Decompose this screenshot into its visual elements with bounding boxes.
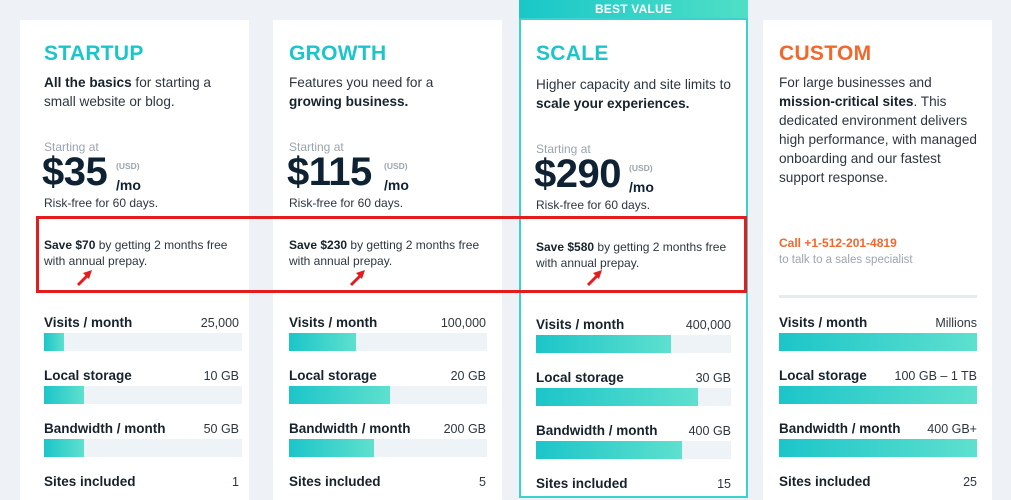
price: $115	[287, 150, 372, 194]
bandwidth-bar	[289, 439, 487, 457]
plan-name: STARTUP	[44, 42, 144, 65]
bandwidth-bar	[44, 439, 242, 457]
per-month-label: /mo	[384, 177, 409, 193]
plan-description: Higher capacity and site limits to scale…	[536, 77, 731, 111]
metric-value-sites: 5	[479, 475, 486, 489]
bandwidth-bar	[779, 439, 977, 457]
metric-label-sites: Sites included	[44, 474, 136, 489]
currency-label: (USD)	[116, 161, 140, 171]
metric-label-bandwidth: Bandwidth / month	[779, 421, 901, 436]
metric-label-bandwidth: Bandwidth / month	[536, 423, 658, 438]
metric-label-storage: Local storage	[536, 370, 624, 385]
metric-label-visits: Visits / month	[536, 317, 625, 332]
metric-value-visits: 25,000	[200, 316, 239, 330]
storage-bar-fill	[44, 386, 84, 404]
metric-value-sites: 15	[717, 477, 731, 491]
annotation-arrow-icon	[76, 270, 92, 287]
annotation-arrow-icon	[349, 270, 365, 287]
currency-label: (USD)	[384, 161, 408, 171]
visits-bar-fill	[536, 335, 671, 353]
plan-description: Features you need for a growing business…	[289, 75, 434, 109]
annual-savings-note: Save $230 by getting 2 months free with …	[289, 238, 480, 268]
metric-label-visits: Visits / month	[779, 315, 868, 330]
metric-value-bandwidth: 400 GB+	[927, 422, 977, 436]
starting-at-label: Starting at	[44, 140, 99, 154]
plan-description: For large businesses and mission-critica…	[779, 75, 977, 185]
bandwidth-bar-fill	[779, 439, 977, 457]
divider	[779, 295, 977, 298]
call-sales-link[interactable]: Call +1-512-201-4819	[779, 236, 897, 250]
visits-bar-fill	[289, 333, 357, 351]
starting-at-label: Starting at	[289, 140, 344, 154]
storage-bar-fill	[536, 388, 698, 406]
annual-savings-note: Save $70 by getting 2 months free with a…	[44, 238, 228, 268]
metric-value-visits: 100,000	[440, 316, 486, 330]
visits-bar	[289, 333, 487, 351]
annotation-arrow-icon	[586, 270, 602, 287]
metric-value-visits: Millions	[935, 316, 977, 330]
metric-value-storage: 100 GB – 1 TB	[894, 369, 977, 383]
metric-value-storage: 30 GB	[695, 371, 731, 385]
metric-label-sites: Sites included	[536, 476, 628, 491]
currency-label: (USD)	[629, 163, 653, 173]
visits-bar-fill	[44, 333, 64, 351]
starting-at-label: Starting at	[536, 142, 591, 156]
bandwidth-bar-fill	[289, 439, 375, 457]
plan-name: SCALE	[536, 42, 609, 65]
metric-label-sites: Sites included	[779, 474, 871, 489]
metric-label-bandwidth: Bandwidth / month	[289, 421, 411, 436]
metric-label-visits: Visits / month	[44, 315, 133, 330]
storage-bar	[779, 386, 977, 404]
plan-card-scale: SCALE Higher capacity and site limits to…	[519, 18, 748, 498]
risk-free-note: Risk-free for 60 days.	[536, 198, 651, 212]
risk-free-note: Risk-free for 60 days.	[44, 196, 159, 210]
plan-card-growth: GROWTH Features you need for a growing b…	[273, 20, 502, 500]
plan-name: CUSTOM	[779, 42, 872, 65]
visits-bar	[779, 333, 977, 351]
storage-bar-fill	[289, 386, 390, 404]
storage-bar	[536, 388, 731, 406]
metric-label-bandwidth: Bandwidth / month	[44, 421, 166, 436]
metric-value-sites: 25	[963, 475, 977, 489]
price: $290	[534, 152, 621, 196]
metric-value-bandwidth: 200 GB	[443, 422, 486, 436]
visits-bar-fill	[779, 333, 977, 351]
plan-card-startup: STARTUP All the basics for starting a sm…	[20, 20, 249, 500]
metric-label-storage: Local storage	[779, 368, 867, 383]
bandwidth-bar-fill	[44, 439, 84, 457]
metric-label-visits: Visits / month	[289, 315, 378, 330]
metric-value-storage: 10 GB	[203, 369, 239, 383]
visits-bar	[44, 333, 242, 351]
metric-value-bandwidth: 400 GB	[688, 424, 731, 438]
bandwidth-bar-fill	[536, 441, 683, 459]
metric-value-bandwidth: 50 GB	[203, 422, 239, 436]
price: $35	[42, 150, 108, 194]
metric-label-storage: Local storage	[44, 368, 132, 383]
annual-savings-note: Save $580 by getting 2 months free with …	[536, 240, 727, 270]
metric-label-storage: Local storage	[289, 368, 377, 383]
bandwidth-bar	[536, 441, 731, 459]
storage-bar	[44, 386, 242, 404]
metric-value-visits: 400,000	[685, 318, 731, 332]
visits-bar	[536, 335, 731, 353]
call-sales-subtext: to talk to a sales specialist	[779, 254, 913, 266]
metric-value-sites: 1	[232, 475, 239, 489]
metric-value-storage: 20 GB	[450, 369, 486, 383]
storage-bar	[289, 386, 487, 404]
best-value-badge: BEST VALUE	[519, 0, 748, 18]
metric-label-sites: Sites included	[289, 474, 381, 489]
per-month-label: /mo	[116, 177, 141, 193]
plan-description: All the basics for starting a small webs…	[44, 75, 211, 109]
risk-free-note: Risk-free for 60 days.	[289, 196, 404, 210]
plan-name: GROWTH	[289, 42, 387, 65]
per-month-label: /mo	[629, 179, 654, 195]
plan-card-custom: CUSTOM For large businesses and mission-…	[763, 20, 992, 500]
storage-bar-fill	[779, 386, 977, 404]
